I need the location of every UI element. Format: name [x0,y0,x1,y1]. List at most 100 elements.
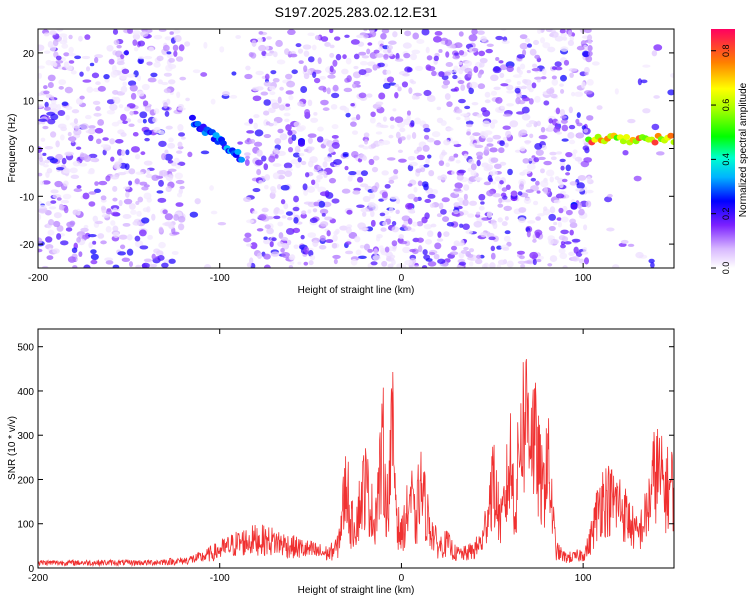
heatmap-cell [394,92,399,99]
heatmap-cell [376,233,383,239]
heatmap-cell [359,244,365,249]
heatmap-cell [561,138,569,142]
heatmap-cell [175,179,185,185]
heatmap-cell [471,101,479,106]
heatmap-cell [560,74,567,82]
heatmap-cell [421,216,428,224]
heatmap-cell [516,111,525,115]
heatmap-cell [70,70,77,75]
heatmap-cell [178,132,186,137]
heatmap-cell [339,225,348,231]
heatmap-cell [123,186,130,190]
heatmap-cell [400,136,406,141]
heatmap-cell [423,164,430,168]
heatmap-cell [326,230,331,237]
heatmap-cell [304,108,311,117]
heatmap-cell [344,107,350,114]
heatmap-cell [637,78,642,86]
heatmap-cell [357,222,366,230]
heatmap-cell [246,130,255,134]
heatmap-cell [222,91,230,97]
heatmap-cell [416,237,424,243]
heatmap-cell [517,260,526,265]
heatmap-cell [394,83,400,88]
heatmap-cell [94,127,104,134]
heatmap-cell [263,163,269,171]
heatmap-cell [46,168,53,174]
heatmap-cell [518,100,526,105]
heatmap-cell [460,113,470,117]
heatmap-cell [266,36,272,40]
heatmap-cell [125,191,130,198]
heatmap-cell [446,127,454,132]
heatmap-cell [293,217,299,224]
heatmap-cell [124,163,130,171]
heatmap-cell [283,112,291,117]
heatmap-cell [386,157,396,161]
heatmap-cell [280,199,286,205]
heatmap-cell [38,248,43,253]
heatmap-cell [273,215,281,220]
heatmap-cell [85,129,95,134]
heatmap-cell [332,234,338,242]
heatmap-cell [504,142,509,148]
heatmap-cell [501,221,508,227]
heatmap-cell [651,50,658,57]
heatmap-cell [112,29,119,35]
heatmap-cell [81,55,91,60]
spectrogram-heatmap [38,29,674,268]
heatmap-cell [278,232,284,239]
snr-x-tick-label: 0 [399,573,405,584]
heatmap-cell [249,257,254,265]
heatmap-cell [121,257,131,262]
heatmap-cell [392,108,397,112]
heatmap-cell [128,168,136,175]
heatmap-cell [58,79,67,86]
heatmap-cell [346,75,352,83]
heatmap-cell [466,131,471,136]
heatmap-cell [577,202,582,210]
heatmap-cell [119,72,128,80]
heatmap-cell [309,254,316,261]
heatmap-cell [105,260,114,265]
heatmap-cell [244,158,250,167]
heatmap-cell [47,74,56,82]
heatmap-cell [456,108,463,114]
heatmap-cell [319,208,329,215]
heatmap-cell [437,258,446,264]
snr-series-line [38,359,674,568]
heatmap-cell [297,48,304,54]
heatmap-cell [285,90,294,95]
heatmap-cell [281,215,287,219]
heatmap-cell [534,142,543,150]
heatmap-cell [423,127,431,133]
heatmap-cell [474,258,483,265]
heatmap-cell [541,68,547,76]
heatmap-cell [324,42,331,47]
heatmap-cell [317,57,322,65]
heatmap-cell [485,164,494,171]
heatmap-cell [50,189,59,194]
heatmap-cell [94,220,104,225]
heatmap-cell [281,243,288,249]
heatmap-cell [287,130,293,136]
heatmap-cell [158,29,167,32]
heatmap-cell [56,233,62,240]
heatmap-cell [497,259,507,265]
heatmap-cell [350,121,357,127]
heatmap-cell [57,110,66,116]
heatmap-cell [416,221,424,227]
heatmap-cell [406,135,411,141]
heatmap-cell [371,166,379,173]
heatmap-cell [180,136,186,140]
heatmap-cell [425,158,430,165]
heatmap-cell [264,174,271,181]
heatmap-cell [110,156,115,162]
heatmap-cell [428,169,435,177]
heatmap-cell [157,197,167,203]
heatmap-cell [261,207,269,213]
heatmap-cell [175,202,184,207]
heatmap-cell [422,144,430,152]
heatmap-cell [553,126,561,133]
heatmap-cell [300,234,305,240]
